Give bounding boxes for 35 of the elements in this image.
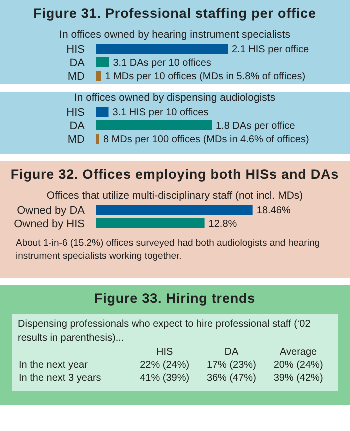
category-label: DA xyxy=(224,346,240,359)
category-label: Average xyxy=(279,346,318,359)
annotation: 8 MDs per 100 offices (MDs in 4.6% of offices) xyxy=(103,134,310,145)
text: 20% (24%) xyxy=(274,360,324,371)
annotation: 3.1 HIS per 10 offices xyxy=(112,107,209,118)
text: 22% (24%) xyxy=(140,360,190,371)
text: 41% (39%) xyxy=(140,372,190,384)
data-label: 18.46% xyxy=(256,206,291,216)
annotation: 2.1 HIS per office xyxy=(232,44,310,56)
y-tick-label: MD xyxy=(68,70,86,83)
category-label: In the next 3 years xyxy=(19,372,102,384)
y-tick-label: DA xyxy=(70,57,86,70)
data-label: 12.8% xyxy=(208,219,238,230)
chart-subtitle: In offices owned by dispensing audiologists xyxy=(73,92,277,104)
annotation: 1.8 DAs per office xyxy=(216,120,296,132)
text: 39% (42%) xyxy=(274,372,324,384)
chart-subtitle: In offices owned by hearing instrument specialists xyxy=(58,29,292,41)
annotation: 1 MDs per 10 offices (MDs in 5.8% of offices) xyxy=(105,72,306,82)
y-tick-label: MD xyxy=(68,133,86,146)
text: 17% (23%) xyxy=(206,360,256,371)
y-tick-label: Owned by HIS xyxy=(14,218,85,230)
y-tick-label: Owned by DA xyxy=(17,204,86,217)
chart-title: Figure 31. Professional staffing per office xyxy=(32,5,318,21)
chart-subtitle: Offices that utilize multi-disciplinary staff (not incl. MDs) xyxy=(46,190,304,202)
chart-title: Figure 32. Offices employing both HISs and DAs xyxy=(10,166,340,182)
text: About 1-in-6 (15.2%) offices surveyed had both audiologists and hearing instrument specialists working together. xyxy=(15,237,322,264)
text: Figure 33. Hiring trends xyxy=(93,290,257,306)
text: Dispensing professionals who expect to hire professional staff (‘02 results in parenthesis)... xyxy=(18,318,312,346)
y-tick-label: HIS xyxy=(66,106,85,118)
text: 36% (47%) xyxy=(206,372,256,384)
category-label: In the next year xyxy=(19,360,88,371)
category-label: HIS xyxy=(155,346,174,359)
y-tick-label: DA xyxy=(70,120,86,132)
annotation: 3.1 DAs per 10 offices xyxy=(113,58,212,69)
y-tick-label: HIS xyxy=(66,44,85,56)
